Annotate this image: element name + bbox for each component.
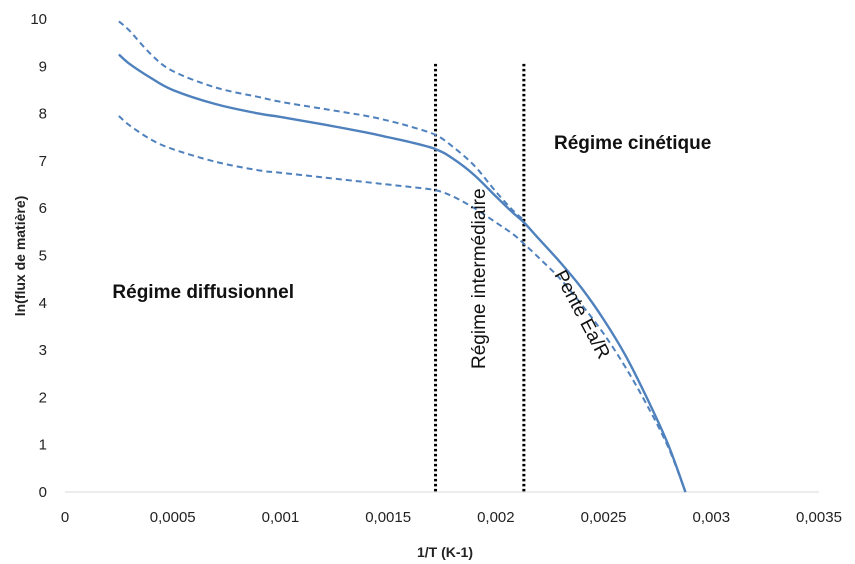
x-tick-label: 0,0015 <box>365 509 411 526</box>
x-tick-label: 0,003 <box>693 509 731 526</box>
series-main-line <box>118 53 687 493</box>
y-axis-title: ln(flux de matière) <box>12 196 28 317</box>
y-tick-label: 2 <box>39 389 47 406</box>
y-tick-label: 0 <box>39 484 47 501</box>
annotation-intermediate: Régime intermédiaire <box>469 188 490 369</box>
y-tick-label: 7 <box>39 153 47 170</box>
x-tick-label: 0,0025 <box>581 509 627 526</box>
series-dashed-line-2 <box>118 115 687 493</box>
annotation-slope: Pente Ea/R <box>550 267 614 363</box>
y-tick-label: 8 <box>39 106 47 123</box>
x-tick-label: 0,0005 <box>150 509 196 526</box>
annotation-diffusion: Régime diffusionnel <box>112 282 294 303</box>
y-tick-label: 5 <box>39 248 47 265</box>
y-tick-label: 4 <box>39 295 47 312</box>
x-tick-label: 0 <box>61 509 69 526</box>
x-axis-title: 1/T (K-1) <box>417 544 473 560</box>
x-axis-ticks: 0 0,0005 0,001 0,0015 0,002 0,0025 0,003 0,0035 <box>61 509 842 526</box>
y-tick-label: 10 <box>30 11 47 28</box>
series-layer <box>118 20 687 493</box>
y-tick-label: 3 <box>39 342 47 359</box>
y-tick-label: 1 <box>39 437 47 454</box>
annotation-kinetic: Régime cinétique <box>554 133 711 154</box>
y-tick-label: 9 <box>39 58 47 75</box>
x-tick-label: 0,001 <box>262 509 300 526</box>
y-tick-label: 6 <box>39 200 47 217</box>
x-tick-label: 0,0035 <box>796 509 842 526</box>
series-dashed-line-1 <box>118 20 525 221</box>
y-axis-ticks: 0 1 2 3 4 5 6 7 8 9 10 <box>30 11 47 501</box>
annotations: Régime diffusionnel Régime intermédiaire R… <box>112 133 711 369</box>
x-tick-label: 0,002 <box>477 509 515 526</box>
